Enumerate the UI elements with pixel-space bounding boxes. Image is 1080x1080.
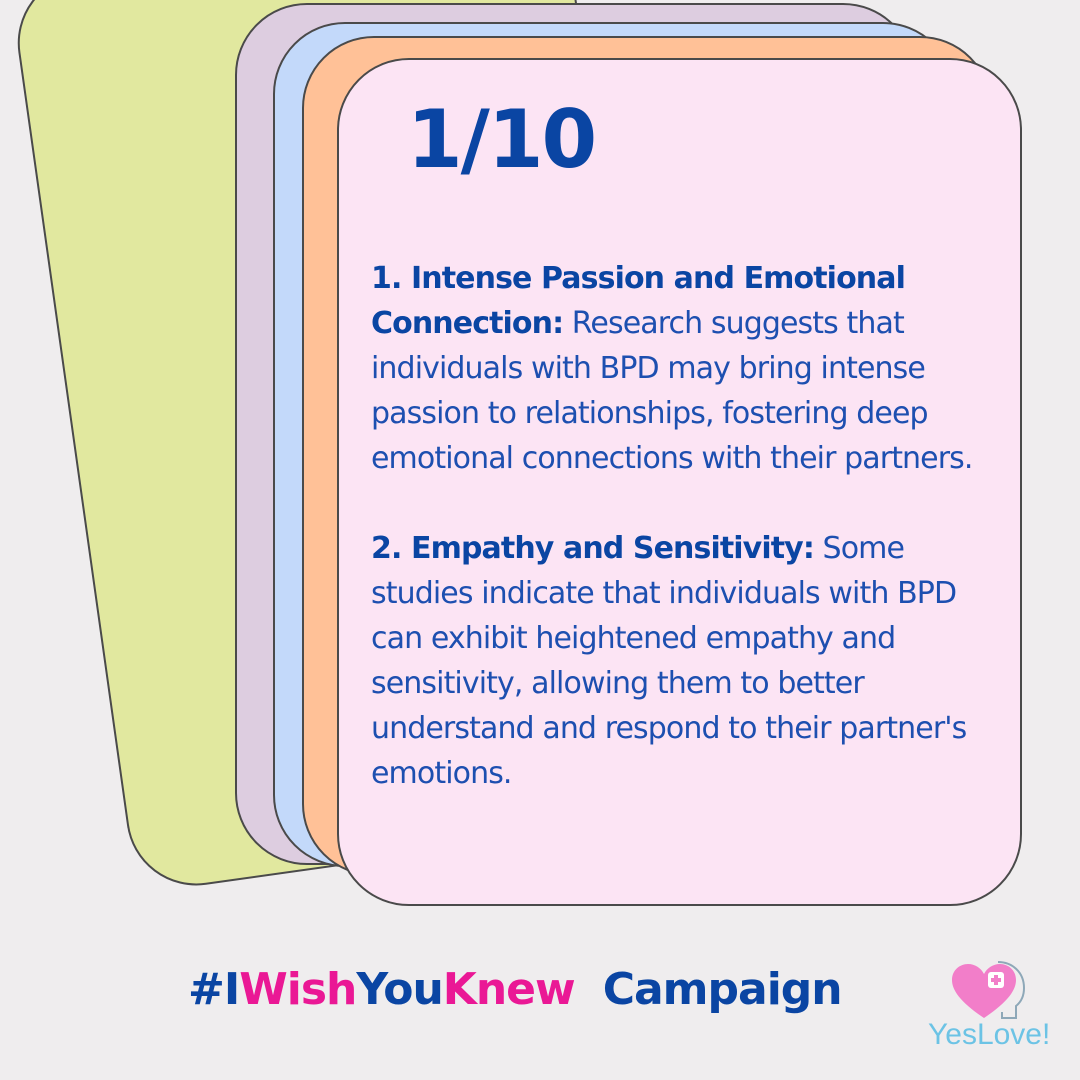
page-counter: 1/10 [407, 93, 597, 186]
point-2: 2. Empathy and Sensitivity: Some studies… [371, 526, 1001, 796]
campaign-word: Campaign [602, 964, 843, 1015]
point-2-text: Some studies indicate that individuals w… [371, 531, 967, 791]
hashtag-part-knew: Knew [442, 964, 576, 1015]
point-1-heading: 1. Intense Passion and Emotional Connect… [371, 261, 906, 341]
point-2-heading: 2. Empathy and Sensitivity: [371, 531, 815, 566]
campaign-hashtag: #IWishYouKnew Campaign [188, 960, 843, 1020]
hashtag-part-wish: Wish [239, 964, 357, 1015]
logo-text: YesLove! [928, 1018, 1051, 1051]
front-card [337, 58, 1022, 906]
point-1-text: Research suggests that individuals with … [371, 306, 973, 476]
card-body: 1. Intense Passion and Emotional Connect… [371, 256, 1001, 796]
heart-plus-head-icon [952, 961, 1026, 1019]
hashtag-part-hash-i: #I [188, 964, 240, 1015]
point-1: 1. Intense Passion and Emotional Connect… [371, 256, 1001, 481]
yeslove-logo: YesLove! [920, 958, 1060, 1058]
hashtag-part-you: You [356, 964, 443, 1015]
